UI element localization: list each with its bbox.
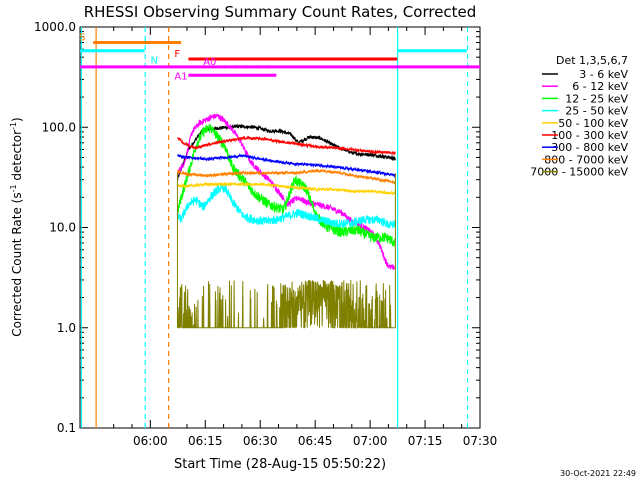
series-line [176,135,396,156]
chart-title: RHESSI Observing Summary Count Rates, Co… [84,3,477,21]
series-line [176,279,396,329]
legend-entry-label: 50 - 100 keV [558,117,628,130]
flag-label: N [150,56,157,67]
flag-label: A0 [203,57,216,68]
legend-entry-label: 800 - 7000 keV [544,153,628,166]
flag-label: F [174,49,180,60]
x-tick-label: 06:15 [188,434,223,448]
observing-flags: S N F A0 A1 [79,33,480,82]
y-tick-label: 1.0 [57,321,76,335]
x-tick-label: 07:15 [408,434,443,448]
legend-entry-label: 25 - 50 keV [565,105,628,118]
flag-label: S [79,33,85,44]
legend-entry-label: 3 - 6 keV [579,68,628,81]
series-line [176,168,396,185]
legend-entry-label: 100 - 300 keV [551,129,628,142]
series-lines [176,113,396,329]
series-line [176,181,396,196]
y-tick-label: 100.0 [42,120,76,134]
y-axis-label-mid: detector [10,130,24,185]
series-line [176,183,396,230]
series-line [176,124,396,247]
legend-title: Det 1,3,5,6,7 [556,54,628,67]
legend-entry-label: 300 - 800 keV [551,141,628,154]
legend-entry-label: 12 - 25 keV [565,92,628,105]
legend-entry-label: 7000 - 15000 keV [530,166,628,179]
y-axis-label-sup2: -1 [9,122,18,130]
x-tick-label: 06:45 [298,434,333,448]
y-axis-label-end: ) [10,117,24,122]
y-axis-label: Corrected Count Rate (s-1 detector-1) [9,117,24,336]
x-tick-label: 07:30 [463,434,498,448]
y-tick-label: 10.0 [49,221,76,235]
vertical-markers [80,27,469,428]
x-tick-label: 06:00 [133,434,168,448]
y-axis-label-sup1: -1 [9,184,18,192]
y-axis-label-main: Corrected Count Rate (s [10,192,24,336]
x-axis-label: Start Time (28-Aug-15 05:50:22) [174,457,386,472]
legend-entry-label: 6 - 12 keV [572,80,628,93]
series-line [177,153,396,179]
tick-labels: 1000.0 100.0 10.0 1.0 0.1 06:00 06:15 06:30 06:4… [34,20,497,448]
x-tick-label: 07:00 [353,434,388,448]
axes [79,26,481,429]
y-tick-label: 0.1 [57,421,76,435]
footer-timestamp: 30-Oct-2021 22:49 [560,469,636,478]
flag-label: A1 [174,71,187,82]
x-tick-label: 06:30 [243,434,278,448]
y-tick-label: 1000.0 [34,20,76,34]
